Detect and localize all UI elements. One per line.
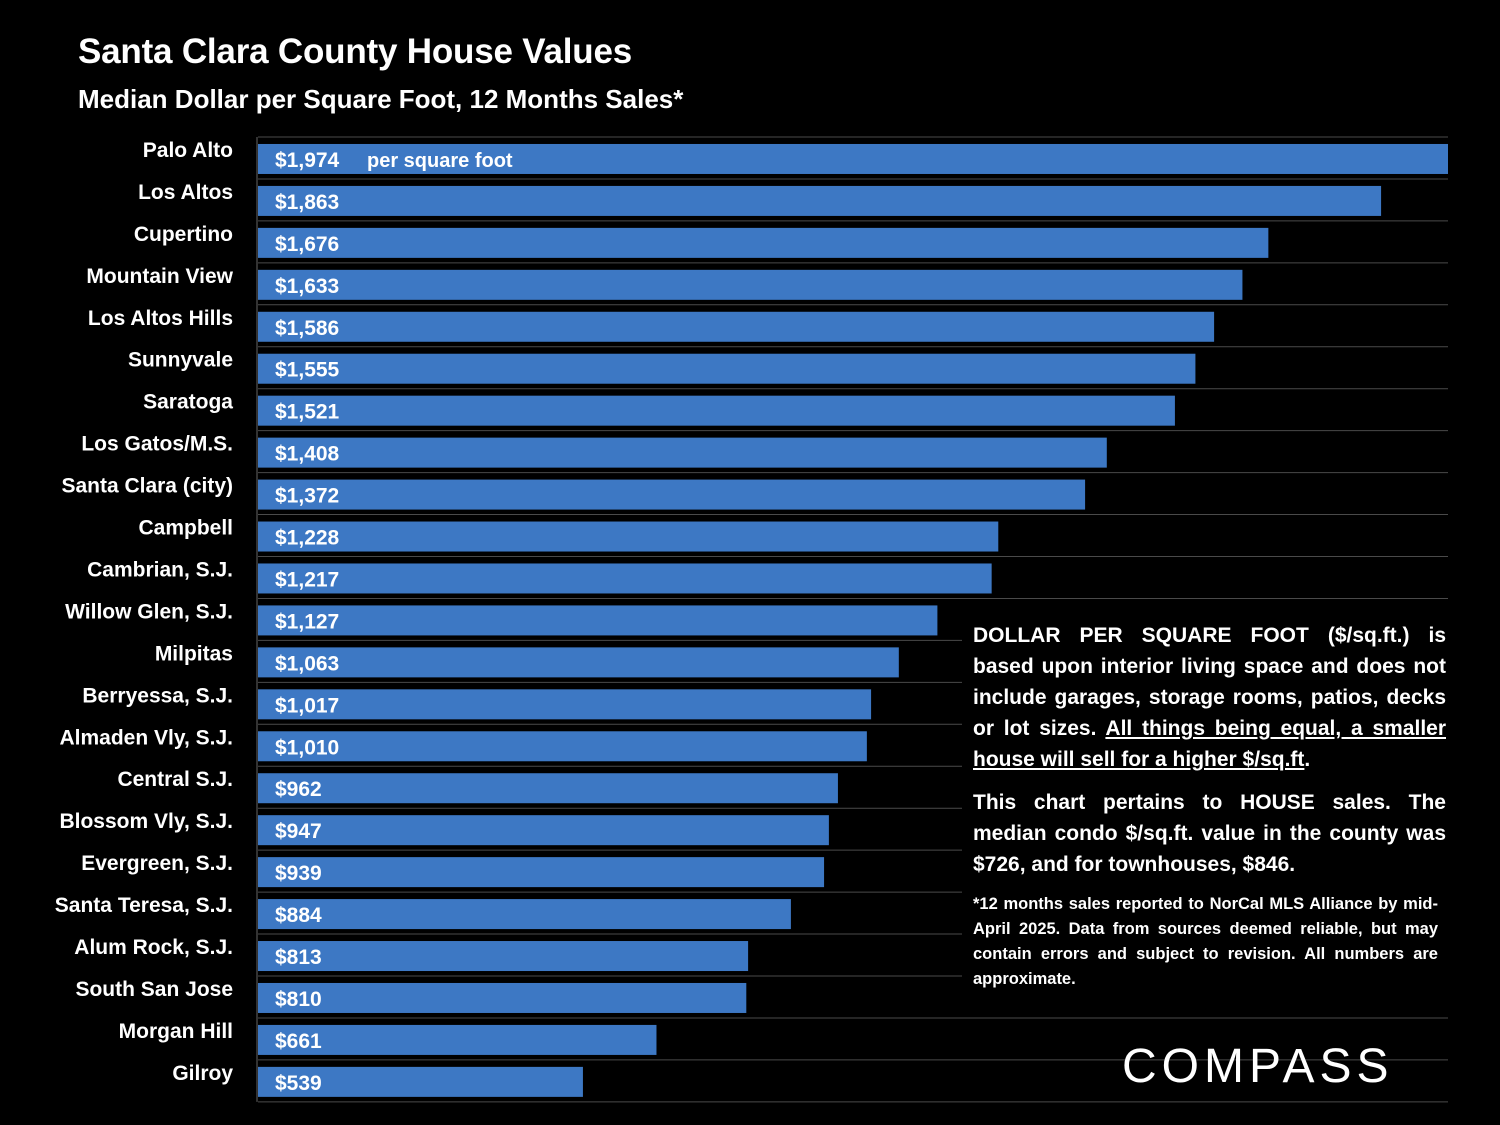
category-label: Santa Teresa, S.J. [55, 894, 233, 917]
category-label: Campbell [138, 517, 233, 540]
category-label: Los Altos Hills [88, 307, 233, 330]
value-label: $1,010 [275, 736, 339, 759]
value-label: $810 [275, 988, 322, 1011]
value-label: $939 [275, 862, 322, 885]
category-label: Evergreen, S.J. [81, 852, 233, 875]
category-label: Mountain View [86, 265, 233, 288]
bar [258, 857, 825, 888]
bar [258, 311, 1215, 342]
compass-logo-text: COMPASS [1122, 1040, 1393, 1090]
value-label: $539 [275, 1072, 322, 1095]
category-label: Central S.J. [117, 768, 233, 791]
category-label: Milpitas [155, 642, 233, 665]
bar [258, 479, 1086, 510]
category-label: Los Gatos/M.S. [81, 433, 233, 456]
value-label: $1,974 [275, 149, 340, 172]
bar [258, 353, 1196, 384]
value-label: $1,633 [275, 275, 339, 298]
value-label: $1,555 [275, 359, 340, 382]
category-label: Willow Glen, S.J. [65, 600, 233, 623]
bar [258, 185, 1382, 216]
note-box: DOLLAR PER SQUARE FOOT ($/sq.ft.) is bas… [962, 612, 1458, 1002]
bar [258, 269, 1243, 300]
category-label: Santa Clara (city) [61, 475, 233, 498]
unit-label: per square foot [367, 150, 513, 172]
value-label: $1,676 [275, 233, 339, 256]
bar [258, 437, 1107, 468]
value-label: $1,863 [275, 191, 339, 214]
note-definition: DOLLAR PER SQUARE FOOT ($/sq.ft.) is bas… [973, 624, 1446, 771]
category-label: Cupertino [134, 223, 233, 246]
bar [258, 647, 899, 678]
note-condo-townhouse: This chart pertains to HOUSE sales. The … [973, 791, 1446, 876]
value-label: $947 [275, 820, 322, 843]
bar [258, 143, 1448, 174]
value-label: $962 [275, 778, 322, 801]
bar [258, 563, 992, 594]
category-label: Los Altos [138, 181, 233, 204]
category-label: Saratoga [143, 391, 233, 414]
chart-subtitle: Median Dollar per Square Foot, 12 Months… [78, 84, 684, 114]
bar [258, 1024, 657, 1055]
category-label: Gilroy [172, 1062, 233, 1085]
value-label: $1,521 [275, 401, 340, 424]
value-label: $1,127 [275, 610, 339, 633]
bar [258, 731, 867, 762]
category-label: Alum Rock, S.J. [74, 936, 233, 959]
value-label: $1,017 [275, 694, 339, 717]
value-label: $1,586 [275, 317, 339, 340]
footnote: *12 months sales reported to NorCal MLS … [973, 895, 1438, 988]
value-label: $813 [275, 946, 322, 969]
value-label: $884 [275, 904, 322, 927]
bar [258, 227, 1269, 258]
value-label: $1,228 [275, 527, 340, 550]
category-label: Almaden Vly, S.J. [59, 726, 233, 749]
bar [258, 1066, 583, 1097]
bar [258, 395, 1175, 426]
value-label: $1,063 [275, 652, 339, 675]
category-label: Blossom Vly, S.J. [59, 810, 233, 833]
value-label: $1,372 [275, 485, 339, 508]
category-label: Berryessa, S.J. [82, 684, 233, 707]
bar [258, 815, 829, 846]
bar [258, 941, 749, 972]
category-label: Sunnyvale [128, 349, 233, 372]
bar [258, 689, 872, 720]
chart-title: Santa Clara County House Values [78, 32, 632, 71]
value-label: $661 [275, 1030, 322, 1053]
category-label: South San Jose [75, 978, 233, 1001]
note-emphasis: All things being equal, a smaller house … [973, 717, 1446, 771]
compass-logo-mark: COMPASS [1122, 1040, 1393, 1093]
bar [258, 773, 838, 804]
bar [258, 605, 938, 636]
bar [258, 521, 999, 552]
compass-logo: COMPASS [1122, 1038, 1442, 1093]
bar [258, 899, 791, 930]
category-label: Cambrian, S.J. [87, 558, 233, 581]
bar [258, 982, 747, 1013]
value-label: $1,217 [275, 568, 339, 591]
value-label: $1,408 [275, 443, 340, 466]
category-label: Morgan Hill [119, 1020, 233, 1043]
category-label: Palo Alto [143, 139, 233, 162]
